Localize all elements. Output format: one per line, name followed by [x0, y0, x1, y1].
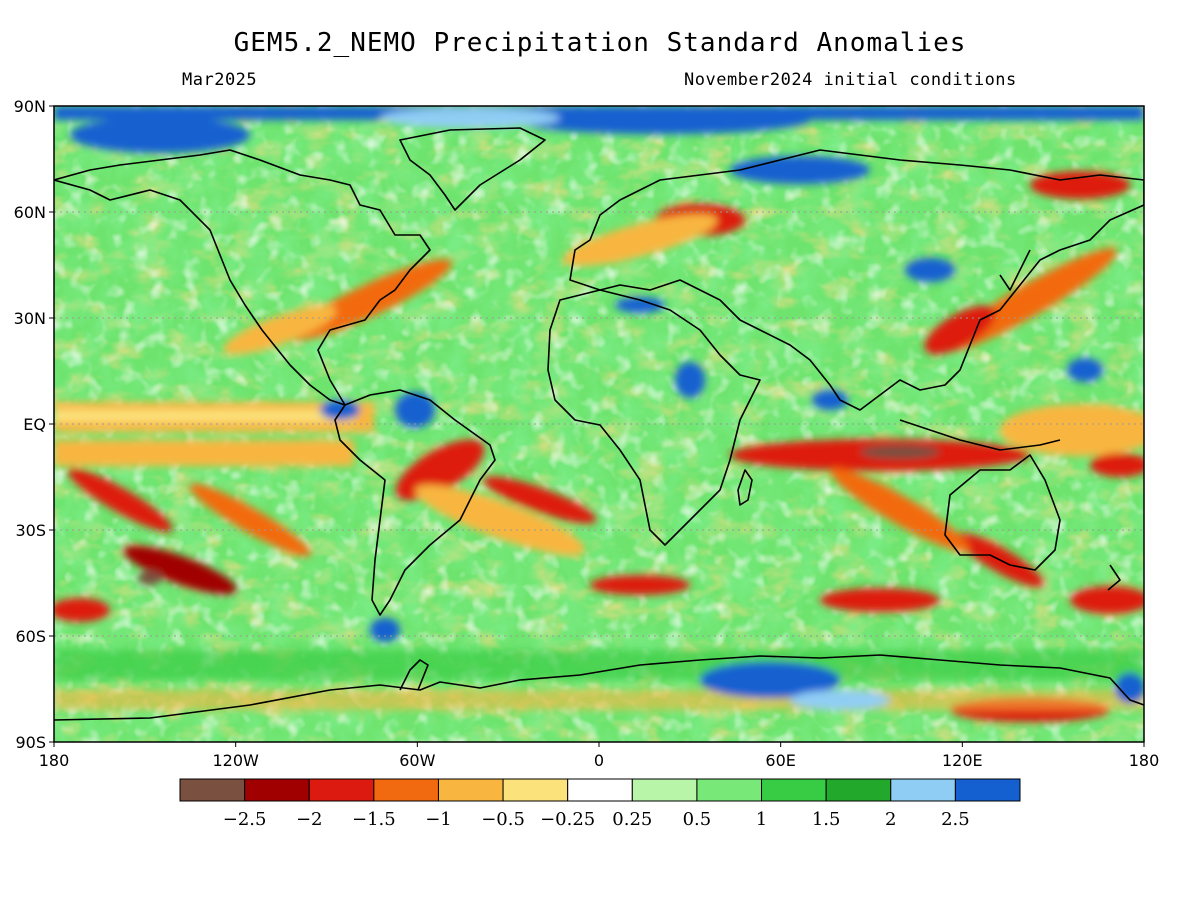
lat-tick-label: 30N [14, 309, 46, 328]
colorbar-label: 0.5 [683, 809, 712, 830]
lon-tick-label: 120E [942, 751, 983, 770]
colorbar-swatch [761, 778, 827, 802]
lon-tick-label: 60E [765, 751, 795, 770]
lon-tick-label: 120W [212, 751, 259, 770]
colorbar-swatch [244, 778, 310, 802]
colorbar-label: −1 [425, 809, 452, 830]
colorbar-swatch [567, 778, 633, 802]
colorbar-label: −1.5 [352, 809, 396, 830]
colorbar-label: 2 [885, 809, 896, 830]
colorbar-swatch [308, 778, 375, 802]
colorbar-swatch [437, 778, 504, 802]
colorbar-swatch [954, 778, 1021, 802]
lat-tick-label: 60N [14, 203, 46, 222]
lon-tick-label: 180 [1129, 751, 1160, 770]
colorbar-swatch [502, 778, 569, 802]
latitude-axis: 90N 60N 30N EQ 30S 60S 90S [14, 97, 54, 752]
colorbar-swatch [179, 778, 246, 802]
lat-tick-label: EQ [23, 415, 46, 434]
lat-tick-label: 90S [15, 733, 46, 752]
colorbar: −2.5 −2 −1.5 −1 −0.5 −0.25 0.25 0.5 1 1.5 2 2.5 [179, 778, 1021, 830]
colorbar-swatch [890, 778, 956, 802]
colorbar-label: −0.5 [481, 809, 525, 830]
anomaly-field [54, 106, 1144, 742]
longitude-axis: 180 120W 60W 0 60E 120E 180 [39, 742, 1160, 770]
lon-tick-label: 0 [594, 751, 604, 770]
colorbar-label: 0.25 [612, 809, 652, 830]
colorbar-label: −2 [296, 809, 323, 830]
lat-tick-label: 60S [15, 627, 46, 646]
colorbar-swatch [825, 778, 892, 802]
colorbar-swatch [631, 778, 698, 802]
colorbar-label: −2.5 [223, 809, 267, 830]
colorbar-label: 1 [756, 809, 767, 830]
initial-conditions: November2024 initial conditions [684, 70, 1017, 90]
lat-tick-label: 30S [15, 521, 46, 540]
colorbar-label: 1.5 [812, 809, 841, 830]
colorbar-label: 2.5 [941, 809, 970, 830]
coastlines [54, 127, 1144, 721]
colorbar-swatch [696, 778, 763, 802]
lon-tick-label: 60W [399, 751, 435, 770]
colorbar-label: −0.25 [540, 809, 595, 830]
map-title: GEM5.2_NEMO Precipitation Standard Anoma… [233, 28, 967, 58]
colorbar-swatch [373, 778, 439, 802]
forecast-month: Mar2025 [182, 70, 258, 90]
lat-tick-label: 90N [14, 97, 46, 116]
lon-tick-label: 180 [39, 751, 70, 770]
